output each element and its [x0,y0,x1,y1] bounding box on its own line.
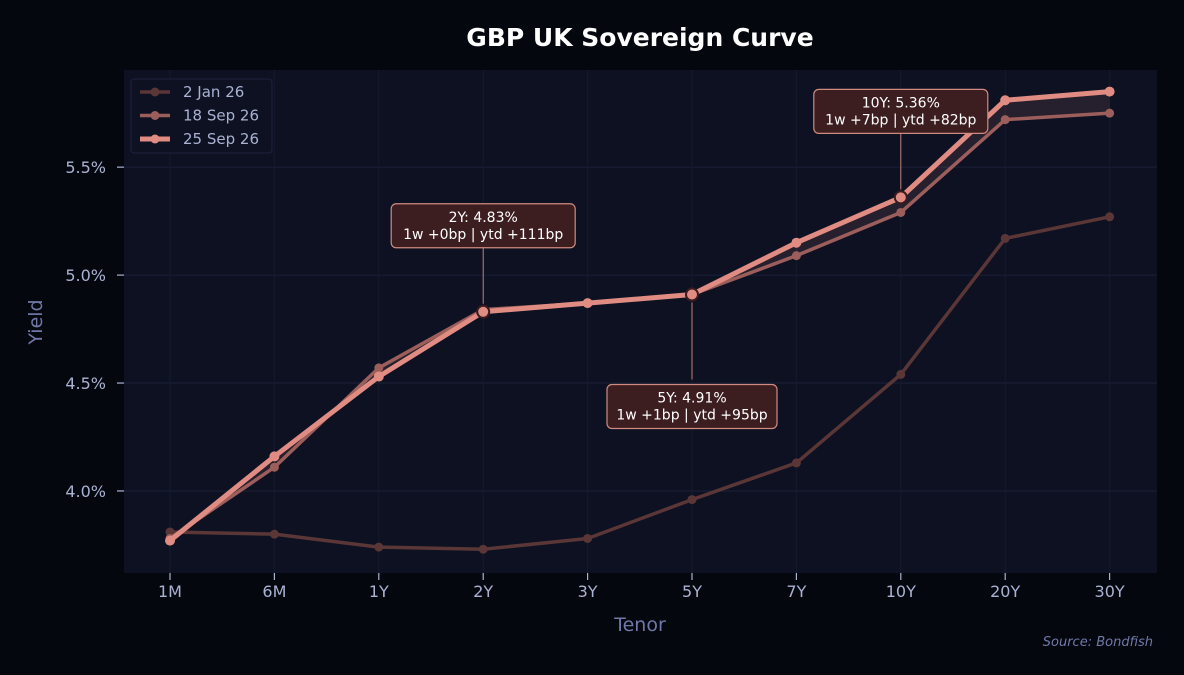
annotation-change: 1w +1bp | ytd +95bp [616,408,767,424]
data-point [1105,108,1115,118]
annotation-value: 10Y: 5.36% [862,95,940,111]
x-tick-label: 5Y [682,582,702,601]
series-line [168,215,1112,552]
data-point [1000,233,1010,243]
x-tick-label: 20Y [990,582,1020,601]
annotation-marker [893,190,908,205]
data-point [791,237,802,248]
legend-swatch-marker [150,87,160,97]
data-point [165,535,175,546]
legend-label: 25 Sep 26 [183,130,259,148]
data-point [896,207,906,217]
x-tick-label: 30Y [1095,582,1125,601]
data-point [374,363,384,373]
data-point [791,251,801,261]
legend-entry: 2 Jan 26 [140,83,244,101]
y-axis-ticks: 4.0% 4.5% 5.0% 5.5% [65,158,124,501]
legend-box [130,78,273,154]
y-tick-label: 4.0% [65,482,106,501]
data-point [582,298,593,309]
annotation-2y: 2Y: 4.83%1w +0bp | ytd +111bp [390,203,576,319]
data-point [165,527,175,537]
data-point [269,462,279,472]
y-axis-label: Yield [25,299,47,345]
x-tick-label: 2Y [473,582,493,601]
annotation-box [813,88,989,134]
source-note: Source: Bondfish [1043,635,1153,650]
data-point [478,544,488,554]
legend: 2 Jan 26 18 Sep 26 25 Sep 26 [130,78,273,154]
plot-area [124,70,1157,573]
y-tick-label: 5.0% [65,266,106,285]
legend-swatch-marker [150,134,160,144]
annotation-5y: 5Y: 4.91%1w +1bp | ytd +95bp [606,287,778,430]
y-tick-label: 5.5% [65,158,106,177]
data-point [687,495,697,505]
legend-entry: 25 Sep 26 [140,130,259,148]
data-point [1000,95,1011,106]
annotation-marker [476,304,491,319]
legend-swatch-marker [150,111,160,120]
series-line [167,89,1113,544]
annotation-marker [685,287,699,302]
annotation-box [606,383,778,430]
data-point [1104,86,1115,97]
x-tick-label: 7Y [786,582,806,601]
data-point [269,529,279,539]
data-point [1105,212,1115,222]
x-tick-label: 1M [158,582,182,601]
y-tick-label: 4.5% [65,374,106,393]
data-point [1000,115,1010,125]
series-0 [165,212,1115,554]
annotation-change: 1w +7bp | ytd +82bp [825,112,976,128]
data-point [269,451,280,462]
data-point [583,533,593,543]
chart-title: GBP UK Sovereign Curve [466,23,813,52]
legend-label: 18 Sep 26 [183,107,259,125]
legend-label: 2 Jan 26 [183,83,244,101]
data-point [373,371,384,382]
data-point [374,542,384,552]
x-axis-ticks: 1M 6M 1Y 2Y 3Y 5Y 7Y 10Y 20Y 30Y [158,573,1125,601]
x-tick-label: 6M [262,582,286,601]
legend-entry: 18 Sep 26 [140,107,259,125]
data-point [791,458,801,468]
annotation-box [390,203,576,249]
x-tick-label: 1Y [369,582,389,601]
data-point [896,369,906,379]
annotation-change: 1w +0bp | ytd +111bp [403,227,563,243]
x-tick-label: 10Y [886,582,916,601]
x-axis-label: Tenor [613,614,666,636]
annotation-value: 5Y: 4.91% [657,391,726,407]
annotation-value: 2Y: 4.83% [449,210,518,226]
x-tick-label: 3Y [578,582,598,601]
annotation-10y: 10Y: 5.36%1w +7bp | ytd +82bp [813,88,989,205]
